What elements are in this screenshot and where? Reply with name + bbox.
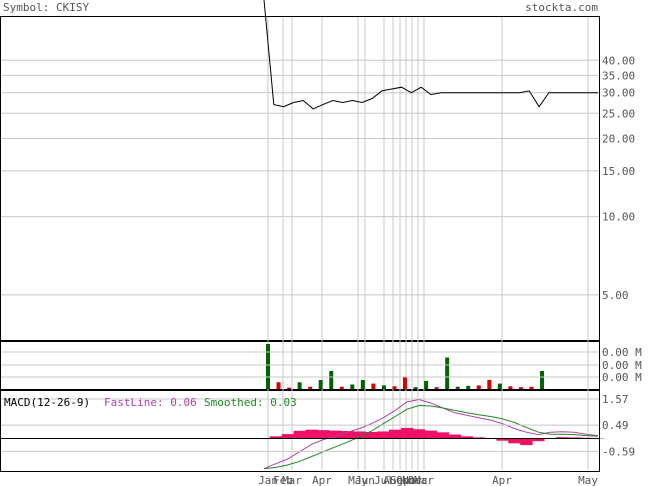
macd-tick-label: 1.57 [602,393,629,406]
macd-histogram-bar [341,431,354,439]
macd-histogram-bar [424,430,438,439]
macd-tick-label: 0.49 [602,419,629,432]
volume-bar [329,371,334,389]
macd-fast-label: FastLine: 0.06 [104,396,197,409]
price-tick-label: 30.00 [602,87,635,100]
volume-tick-label: 0.00 M [602,346,642,359]
price-panel [0,16,600,341]
x-tick-label: Mar [414,474,434,486]
volume-bar [318,380,323,389]
volume-bar [297,382,302,389]
macd-histogram-bar [460,436,473,439]
macd-histogram-bar [365,431,378,439]
x-tick-label: Apr [312,474,332,486]
volume-bar [308,386,313,389]
x-tick-label: Oct [396,474,416,486]
x-tick-label: Apr [492,474,512,486]
macd-smoothed-label: Smoothed: 0.03 [204,396,297,409]
volume-bar [424,380,429,389]
volume-bar [466,385,471,389]
volume-bar [487,380,492,389]
macd-title: MACD(12-26-9) [4,396,90,409]
macd-histogram-bar [293,430,306,439]
x-tick-label: Jan [258,474,278,486]
x-tick-label: Mar [282,474,302,486]
volume-bar [381,385,386,389]
macd-histogram-bar [508,438,521,444]
volume-bar [445,357,450,389]
macd-histogram-bar [353,431,366,439]
x-tick-label: May [578,474,598,486]
x-tick-label: Sep [390,474,410,486]
price-tick-label: 15.00 [602,165,635,178]
volume-bar [371,383,376,389]
macd-histogram-bar [329,430,342,439]
x-tick-label: Aug [383,474,403,486]
volume-bar [434,387,439,389]
volume-tick-label: 0.00 M [602,371,642,384]
volume-bar [339,386,344,389]
macd-histogram-bar [305,429,318,439]
volume-bar [508,386,513,389]
x-tick-label: Feb [273,474,293,486]
macd-histogram-bar [496,438,509,441]
volume-bar [287,387,292,389]
macd-histogram-bar [377,431,390,439]
price-tick-label: 5.00 [602,289,629,302]
macd-histogram-bar [567,437,581,439]
volume-bar [403,376,407,389]
volume-bar [497,383,502,389]
price-tick-label: 20.00 [602,132,635,145]
price-tick-label: 25.00 [602,107,635,120]
macd-histogram-bar [448,434,462,439]
macd-histogram-bar [556,437,569,439]
macd-histogram-bar [436,432,450,439]
price-tick-label: 35.00 [602,69,635,82]
price-tick-label: 10.00 [602,211,635,224]
symbol-label: Symbol: CKISY [3,1,89,14]
site-label[interactable]: stockta.com [525,1,598,14]
volume-bar [266,344,270,389]
volume-bar [360,380,365,389]
volume-bar [529,386,534,389]
volume-bar [476,385,481,389]
volume-bar [392,386,397,389]
macd-histogram-bar [520,438,533,446]
macd-histogram-bar [472,437,485,439]
volume-tick-label: 0.00 M [602,359,642,372]
macd-histogram-bar [317,430,330,439]
volume-bar [276,382,281,389]
macd-histogram-bar [532,438,545,442]
macd-histogram-bar [281,434,295,439]
macd-histogram-bar [412,429,426,439]
macd-histogram-bar [269,436,283,439]
volume-bar [413,387,418,389]
x-tick-label: Dec [408,474,428,486]
volume-bar [540,371,544,389]
x-tick-label: Jul [374,474,394,486]
x-tick-label: Jun [355,474,375,486]
macd-histogram-bar [389,429,402,439]
macd-histogram-bar [400,427,414,439]
macd-fast-line [263,398,599,470]
price-series-line [263,0,598,110]
macd-smoothed-line [263,404,599,470]
macd-tick-label: -0.59 [602,445,635,458]
volume-bar [455,386,460,389]
x-tick-label: Nov [402,474,422,486]
x-tick-label: May [348,474,368,486]
volume-bar [518,387,523,389]
price-tick-label: 40.00 [602,54,635,67]
volume-bar [350,384,355,389]
